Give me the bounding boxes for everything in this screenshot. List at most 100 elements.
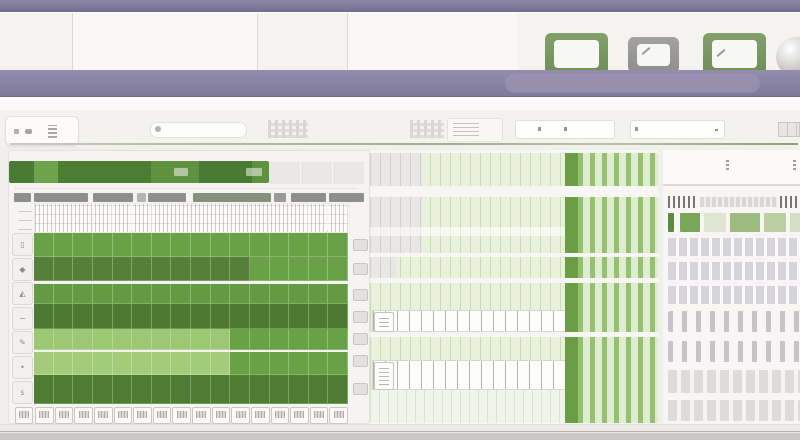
- grid-cell[interactable]: [289, 284, 309, 304]
- marker-tool-button[interactable]: ◆: [12, 257, 33, 281]
- solo-tool-button[interactable]: s: [12, 380, 33, 404]
- bar-row[interactable]: [668, 262, 800, 280]
- grid-cell[interactable]: [132, 284, 152, 304]
- mini-buttons[interactable]: [778, 122, 800, 137]
- step-button[interactable]: [192, 407, 211, 424]
- step-button[interactable]: [250, 407, 270, 424]
- triangle-tool-button[interactable]: ◭: [12, 282, 33, 306]
- tab-segment[interactable]: [193, 193, 271, 202]
- row-end-marker[interactable]: [353, 333, 368, 345]
- bar-row[interactable]: [668, 400, 800, 421]
- grid-cell[interactable]: [73, 375, 93, 404]
- grid-cell[interactable]: [112, 257, 133, 281]
- value-field[interactable]: [630, 120, 725, 139]
- grid-cell[interactable]: [210, 233, 231, 257]
- grid-cell[interactable]: [151, 284, 172, 304]
- step-button[interactable]: [133, 407, 152, 424]
- grid-cell[interactable]: [53, 352, 74, 375]
- grid-cell[interactable]: [191, 233, 211, 257]
- grid-cell[interactable]: [112, 375, 133, 404]
- grid-cell[interactable]: [73, 329, 93, 350]
- grid-cell[interactable]: [92, 352, 113, 375]
- grid-cell[interactable]: [328, 284, 348, 304]
- grid-cell[interactable]: [269, 233, 290, 257]
- grid-cell[interactable]: [308, 257, 329, 281]
- lane-icon-box[interactable]: [374, 312, 394, 332]
- grid-cell[interactable]: [191, 304, 211, 329]
- point-tool-button[interactable]: •: [12, 356, 33, 379]
- grid-cell[interactable]: [249, 233, 270, 257]
- grid-cell[interactable]: [34, 329, 54, 350]
- pad-view-button-1[interactable]: [545, 33, 608, 75]
- grid-cell[interactable]: [289, 233, 309, 257]
- grid-cell[interactable]: [308, 375, 329, 404]
- grid-cell[interactable]: [92, 304, 113, 329]
- grid-cell[interactable]: [230, 304, 250, 329]
- grid-cell[interactable]: [92, 284, 113, 304]
- grid-cell[interactable]: [210, 375, 231, 404]
- grid-cell[interactable]: [151, 257, 172, 281]
- step-button[interactable]: [54, 407, 74, 424]
- select-tool-button[interactable]: ▯: [12, 233, 33, 256]
- grid-cell[interactable]: [289, 329, 309, 350]
- grid-cell[interactable]: [308, 304, 329, 329]
- grid-cell[interactable]: [73, 257, 93, 281]
- grid-cell[interactable]: [34, 233, 54, 257]
- grid-cell[interactable]: [73, 352, 93, 375]
- grid-cell[interactable]: [171, 304, 191, 329]
- grid-cell[interactable]: [53, 329, 74, 350]
- row-end-marker[interactable]: [353, 355, 368, 367]
- step-button[interactable]: [113, 407, 133, 424]
- grid-cell[interactable]: [249, 257, 270, 281]
- grid-cell[interactable]: [328, 375, 348, 404]
- grid-cell[interactable]: [34, 352, 54, 375]
- grid-cell[interactable]: [289, 352, 309, 375]
- tab-segment[interactable]: [148, 193, 186, 202]
- tab-segment[interactable]: [93, 193, 133, 202]
- grid-cell[interactable]: [249, 329, 270, 350]
- grid-cell[interactable]: [289, 375, 309, 404]
- grid-cell[interactable]: [269, 329, 290, 350]
- tab-segment[interactable]: [137, 193, 146, 202]
- grid-cell[interactable]: [230, 284, 250, 304]
- grid-cell[interactable]: [151, 352, 172, 375]
- mini-slider[interactable]: [150, 122, 247, 138]
- grid-cell[interactable]: [249, 352, 270, 375]
- grid-cell[interactable]: [269, 352, 290, 375]
- grid-cell[interactable]: [92, 257, 113, 281]
- grid-cell[interactable]: [230, 233, 250, 257]
- grid-cell[interactable]: [249, 284, 270, 304]
- grid-cell[interactable]: [53, 284, 74, 304]
- grid-cell[interactable]: [308, 352, 329, 375]
- window-titlebar[interactable]: [0, 0, 800, 13]
- grid-cell[interactable]: [328, 257, 348, 281]
- grid-cell[interactable]: [230, 375, 250, 404]
- grid-cell[interactable]: [191, 352, 211, 375]
- step-button[interactable]: [329, 407, 348, 424]
- grid-cell[interactable]: [249, 375, 270, 404]
- grid-cell[interactable]: [269, 304, 290, 329]
- grid-cell[interactable]: [53, 257, 74, 281]
- grid-cell[interactable]: [53, 375, 74, 404]
- grid-cell[interactable]: [34, 375, 54, 404]
- bar-row[interactable]: [668, 238, 800, 256]
- grid-cell[interactable]: [34, 304, 54, 329]
- grid-cell[interactable]: [230, 329, 250, 350]
- tab-segment[interactable]: [329, 193, 364, 202]
- grid-cell[interactable]: [171, 352, 191, 375]
- grid-cell[interactable]: [92, 329, 113, 350]
- pencil-tool-button[interactable]: ✎: [12, 331, 33, 355]
- step-row-label-box[interactable]: [15, 407, 33, 424]
- grid-cell[interactable]: [210, 304, 231, 329]
- grid-cell[interactable]: [92, 375, 113, 404]
- tab-segment[interactable]: [274, 193, 286, 202]
- grid-cell[interactable]: [289, 304, 309, 329]
- grid-cell[interactable]: [230, 257, 250, 281]
- line-tool-button[interactable]: −: [12, 306, 33, 330]
- step-button[interactable]: [74, 407, 93, 424]
- grid-cell[interactable]: [269, 375, 290, 404]
- grid-cell[interactable]: [132, 304, 152, 329]
- tab-segment[interactable]: [291, 193, 326, 202]
- grid-cell[interactable]: [171, 375, 191, 404]
- grid-cell[interactable]: [171, 284, 191, 304]
